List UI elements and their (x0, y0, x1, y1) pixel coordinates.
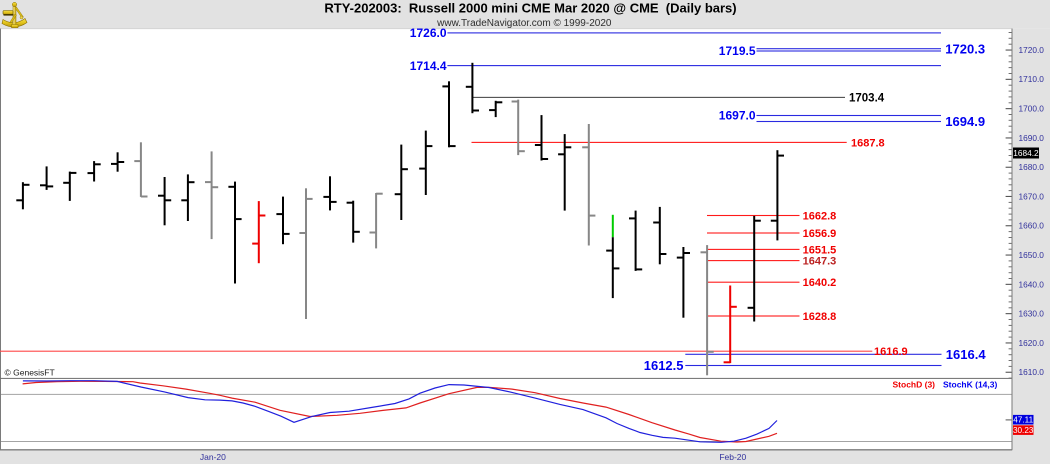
svg-text:1714.4: 1714.4 (410, 59, 447, 73)
svg-text:1720.0: 1720.0 (1019, 45, 1045, 55)
svg-text:1726.0: 1726.0 (410, 26, 447, 40)
svg-text:1697.0: 1697.0 (719, 109, 756, 123)
svg-text:1687.8: 1687.8 (851, 137, 885, 149)
svg-text:1720.3: 1720.3 (945, 41, 985, 56)
svg-text:1628.8: 1628.8 (803, 311, 837, 323)
svg-text:1630.0: 1630.0 (1019, 309, 1045, 319)
svg-text:1690.0: 1690.0 (1019, 133, 1045, 143)
svg-text:1694.9: 1694.9 (945, 114, 985, 129)
svg-text:30.23: 30.23 (1013, 426, 1034, 435)
svg-text:1680.0: 1680.0 (1019, 162, 1045, 172)
svg-text:1610.0: 1610.0 (1019, 367, 1045, 377)
svg-text:1670.0: 1670.0 (1019, 191, 1045, 201)
svg-text:1662.8: 1662.8 (803, 211, 837, 223)
svg-text:1612.5: 1612.5 (644, 358, 684, 373)
svg-text:1719.5: 1719.5 (719, 44, 756, 58)
svg-text:47.11: 47.11 (1013, 416, 1033, 425)
svg-text:1684.2: 1684.2 (1013, 148, 1039, 158)
svg-text:1700.0: 1700.0 (1019, 104, 1045, 114)
svg-text:StochK (14,3): StochK (14,3) (943, 380, 997, 390)
svg-text:© GenesisFT: © GenesisFT (5, 368, 55, 378)
svg-text:1656.9: 1656.9 (803, 228, 837, 240)
svg-text:StochD (3): StochD (3) (893, 380, 936, 390)
svg-text:RTY-202003: Russell 2000 mini: RTY-202003: Russell 2000 mini CME Mar 20… (324, 0, 736, 15)
svg-text:1650.0: 1650.0 (1019, 250, 1045, 260)
svg-text:1703.4: 1703.4 (849, 92, 885, 104)
svg-text:1647.3: 1647.3 (803, 256, 837, 268)
svg-text:Feb-20: Feb-20 (719, 452, 746, 462)
svg-text:1651.5: 1651.5 (803, 244, 837, 256)
svg-text:Jan-20: Jan-20 (200, 452, 226, 462)
svg-text:1616.9: 1616.9 (874, 346, 908, 358)
svg-text:www.TradeNavigator.com © 1999-: www.TradeNavigator.com © 1999-2020 (436, 18, 612, 29)
svg-text:1640.0: 1640.0 (1019, 279, 1045, 289)
svg-text:1640.2: 1640.2 (803, 277, 837, 289)
svg-text:1616.4: 1616.4 (946, 347, 987, 362)
svg-text:1710.0: 1710.0 (1019, 74, 1045, 84)
svg-text:1620.0: 1620.0 (1019, 338, 1045, 348)
svg-text:1660.0: 1660.0 (1019, 221, 1045, 231)
